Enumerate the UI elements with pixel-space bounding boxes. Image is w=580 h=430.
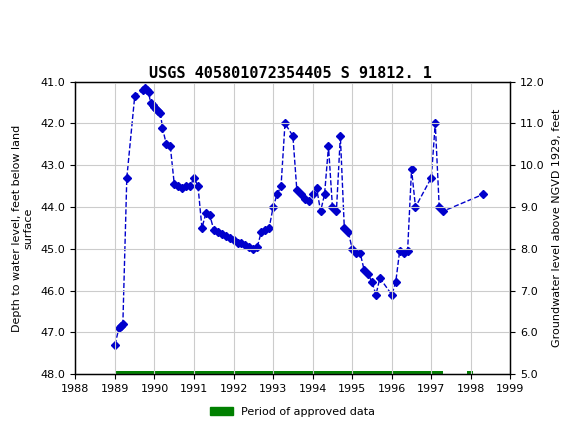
Text: ≡USGS: ≡USGS (12, 16, 70, 35)
Y-axis label: Groundwater level above NGVD 1929, feet: Groundwater level above NGVD 1929, feet (552, 109, 562, 347)
Legend: Period of approved data: Period of approved data (206, 402, 380, 421)
Text: USGS 405801072354405 S 91812. 1: USGS 405801072354405 S 91812. 1 (148, 66, 432, 80)
Y-axis label: Depth to water level, feet below land
surface: Depth to water level, feet below land su… (12, 124, 34, 332)
